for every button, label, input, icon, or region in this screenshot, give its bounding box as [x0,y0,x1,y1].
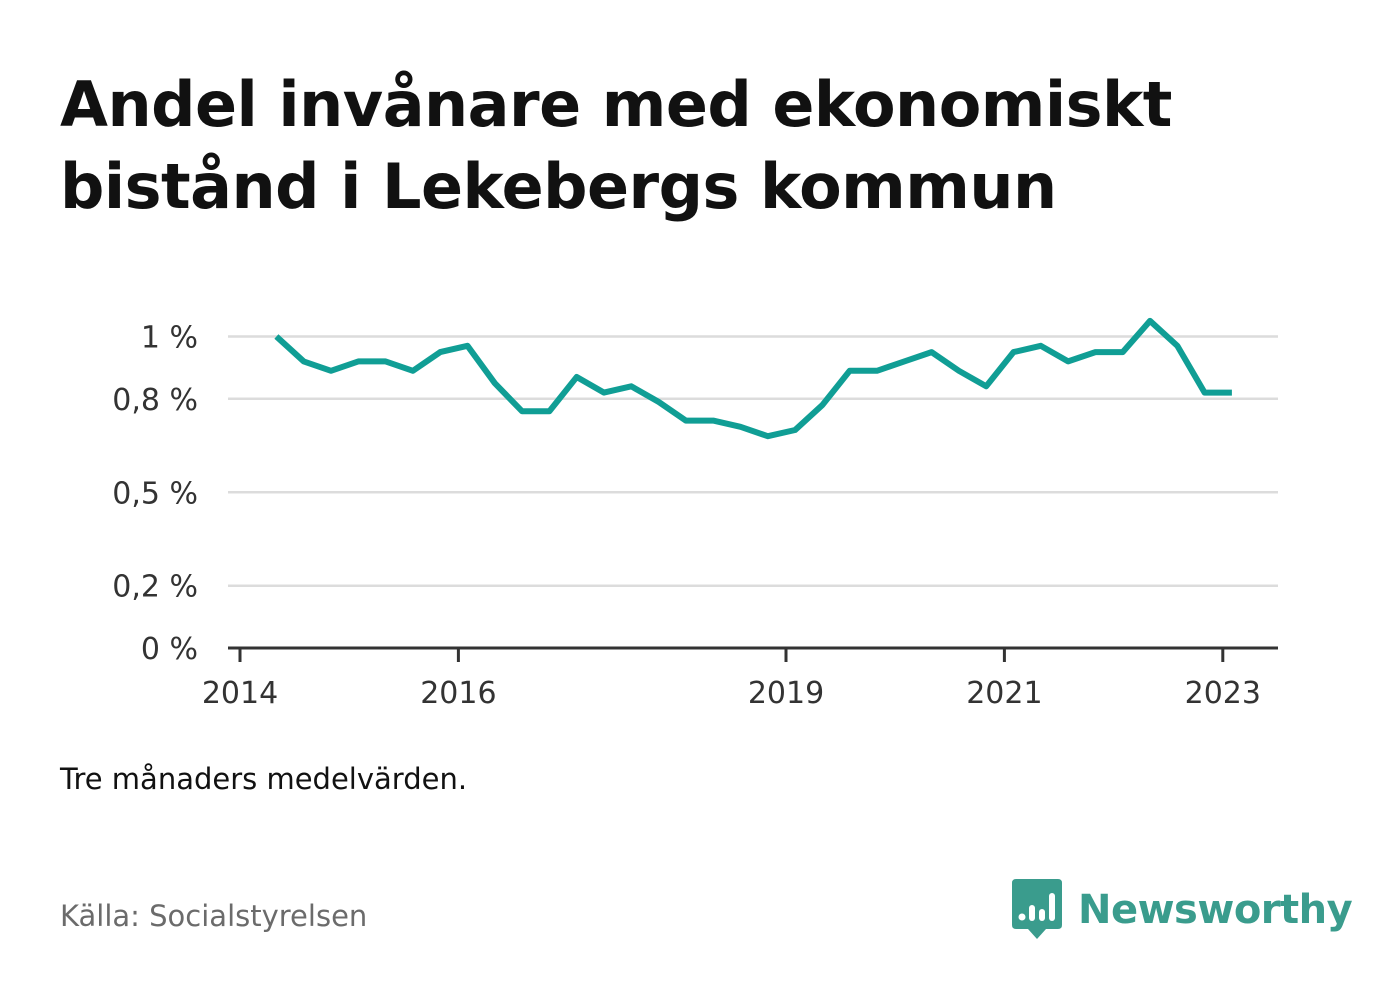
data-point [929,349,935,355]
series-line [274,317,1232,440]
data-point [956,368,962,374]
data-point [901,358,907,364]
chart-note: Tre månaders medelvärden. [60,762,468,796]
data-point [983,383,989,389]
chart-title: Andel invånare med ekonomiskt bistånd i … [60,64,1300,228]
source-credit: Källa: Socialstyrelsen [60,899,368,933]
brand-logo-group: Newsworthy [1012,878,1353,942]
data-point [410,368,416,374]
data-point [1202,390,1208,396]
y-tick-label: 0 % [141,632,198,667]
data-point [1174,343,1180,349]
data-point [819,402,825,408]
line-chart: 0 % 0,2 % 0,5 % 0,8 % 1 % 2014 2016 2019 2021 202… [112,317,1278,711]
y-tick-label: 0,5 % [112,476,198,511]
data-point [847,368,853,374]
data-point [383,358,389,364]
data-point [874,368,880,374]
data-point [1147,318,1153,324]
data-point [1011,349,1017,355]
y-tick-label: 1 % [141,321,198,356]
data-point [1229,390,1235,396]
data-point [1038,343,1044,349]
data-point [738,424,744,430]
data-point [273,334,279,340]
data-point [601,390,607,396]
data-point [710,418,716,424]
x-tick-label: 2023 [1185,676,1261,711]
data-point [792,427,798,433]
data-point [519,408,525,414]
data-point [1065,358,1071,364]
x-tick-label: 2014 [202,676,278,711]
data-point [328,368,334,374]
data-point [683,418,689,424]
chart-title-line-1: Andel invånare med ekonomiskt [60,68,1172,141]
data-point [355,358,361,364]
data-point [628,383,634,389]
data-point [492,380,498,386]
y-tick-label: 0,8 % [112,383,198,418]
brand-name: Newsworthy [1078,887,1353,933]
chart-title-line-2: bistånd i Lekebergs kommun [60,150,1057,223]
data-point [1120,349,1126,355]
y-tick-label: 0,2 % [112,570,198,605]
x-tick-label: 2021 [966,676,1042,711]
data-point [437,349,443,355]
bar-chart-speech-bubble-icon [1012,879,1062,939]
data-point [765,433,771,439]
data-point [1092,349,1098,355]
data-point [465,343,471,349]
data-point [546,408,552,414]
x-tick-label: 2019 [748,676,824,711]
data-point [574,374,580,380]
data-point [301,358,307,364]
data-point [656,399,662,405]
x-tick-label: 2016 [420,676,496,711]
